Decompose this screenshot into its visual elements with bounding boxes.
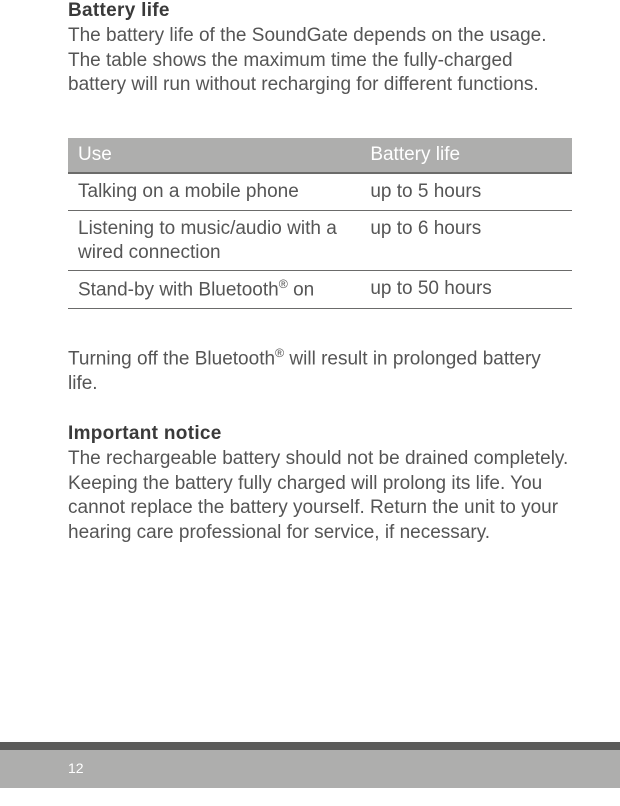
page-number: 12 bbox=[68, 760, 84, 776]
table-cell-use: Listening to music/audio with a wired co… bbox=[68, 210, 360, 271]
table-cell-life: up to 6 hours bbox=[360, 210, 572, 271]
para-important-notice: The rechargeable battery should not be d… bbox=[68, 447, 572, 546]
para-battery-life: The battery life of the SoundGate depend… bbox=[68, 24, 572, 98]
table-header-use: Use bbox=[68, 138, 360, 173]
table-row: Talking on a mobile phone up to 5 hours bbox=[68, 173, 572, 210]
table-cell-life: up to 5 hours bbox=[360, 173, 572, 210]
table-cell-use: Talking on a mobile phone bbox=[68, 173, 360, 210]
table-row: Stand-by with Bluetooth® on up to 50 hou… bbox=[68, 271, 572, 309]
table-header-row: Use Battery life bbox=[68, 138, 572, 173]
heading-battery-life: Battery life bbox=[68, 0, 572, 22]
para-bluetooth-note: Turning off the Bluetooth® will result i… bbox=[68, 345, 572, 397]
table-header-life: Battery life bbox=[360, 138, 572, 173]
table-cell-use: Stand-by with Bluetooth® on bbox=[68, 271, 360, 309]
footer: 12 bbox=[0, 750, 620, 806]
battery-life-table: Use Battery life Talking on a mobile pho… bbox=[68, 138, 572, 309]
table-row: Listening to music/audio with a wired co… bbox=[68, 210, 572, 271]
footer-dark-strip bbox=[0, 742, 620, 750]
table-cell-life: up to 50 hours bbox=[360, 271, 572, 309]
heading-important-notice: Important notice bbox=[68, 423, 572, 445]
page-content: Battery life The battery life of the Sou… bbox=[0, 0, 620, 546]
